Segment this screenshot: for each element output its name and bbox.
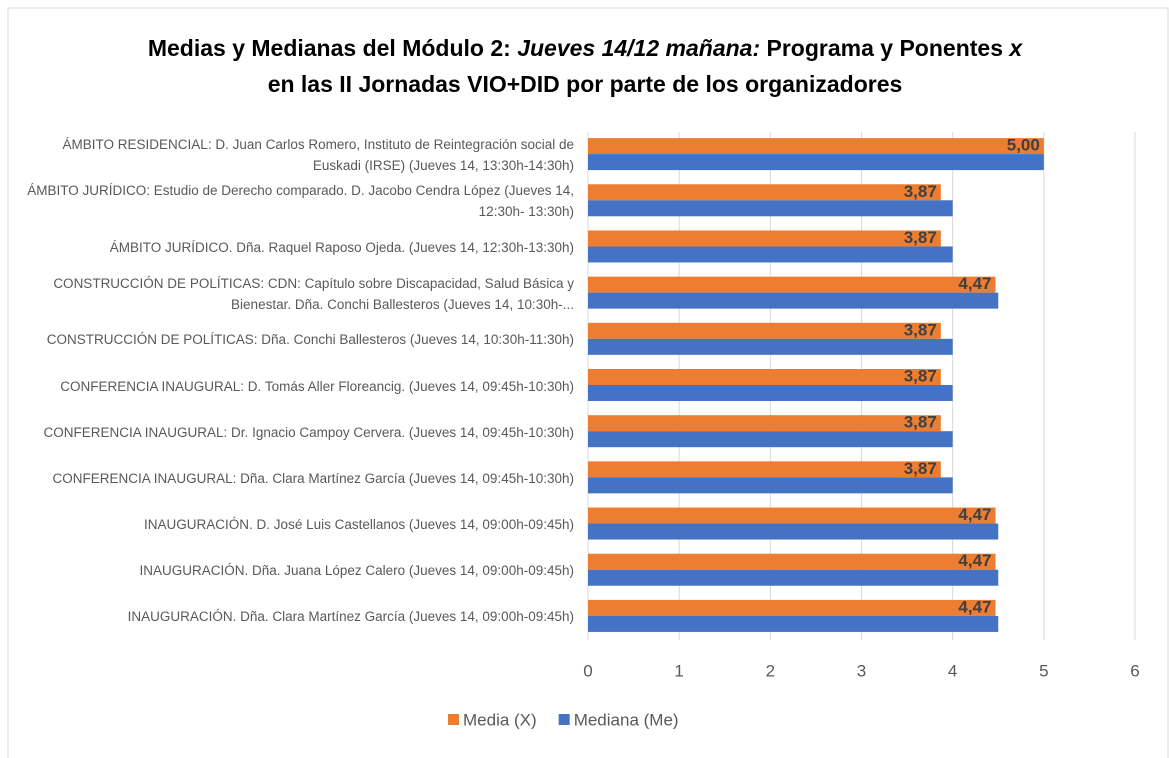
bar [588,599,996,616]
bar [588,322,941,339]
data-label: 3,87 [904,228,937,247]
category-text: INAUGURACIÓN. D. José Luis Castellanos (… [144,517,574,533]
legend-swatch [448,714,459,725]
legend-label: Mediana (Me) [574,710,679,729]
title-part: Medias y Medianas del Módulo 2: [147,35,518,61]
y-tick-label: CONFERENCIA INAUGURAL: D. Tomás Aller Fl… [14,363,574,409]
x-tick-label: 5 [1039,661,1048,680]
x-tick-label: 6 [1130,661,1139,680]
bar [588,138,1044,155]
bar [588,292,999,309]
y-tick-label: INAUGURACIÓN. Dña. Juana López Calero (J… [14,548,574,594]
y-tick-label: CONFERENCIA INAUGURAL: Dr. Ignacio Campo… [14,409,574,455]
y-tick-label: ÁMBITO RESIDENCIAL: D. Juan Carlos Romer… [14,132,574,178]
legend-label: Media (X) [463,710,537,729]
category-text: ÁMBITO JURÍDICO. Dña. Raquel Raposo Ojed… [109,239,574,255]
data-label: 3,87 [904,182,937,201]
title-part: en las II Jornadas VIO+DID por parte de … [267,71,903,97]
bar [588,431,953,448]
y-tick-label: ÁMBITO JURÍDICO: Estudio de Derecho comp… [14,178,574,224]
bar [588,507,996,524]
bar [588,154,1044,171]
bar [588,200,953,217]
category-text: CONFERENCIA INAUGURAL: Dr. Ignacio Campo… [43,424,574,440]
title-part: Jueves 14/12 mañana: [517,35,761,61]
bar [588,230,941,247]
category-text: INAUGURACIÓN. Dña. Juana López Calero (J… [139,563,574,579]
chart-title: Medias y Medianas del Módulo 2: Jueves 1… [135,30,1035,102]
data-label: 3,87 [904,366,937,385]
bar [588,523,999,540]
category-text: INAUGURACIÓN. Dña. Clara Martínez García… [127,609,574,625]
y-tick-label: CONSTRUCCIÓN DE POLÍTICAS: CDN: Capítulo… [14,271,574,317]
y-tick-label: CONFERENCIA INAUGURAL: Dña. Clara Martín… [14,455,574,501]
category-text: CONSTRUCCIÓN DE POLÍTICAS: Dña. Conchi B… [46,332,574,348]
legend-swatch [558,714,570,725]
chart-frame [7,7,1169,758]
data-label: 4,47 [958,505,991,524]
y-tick-label: CONSTRUCCIÓN DE POLÍTICAS: Dña. Conchi B… [14,317,574,363]
bar [588,184,941,201]
bar [588,369,941,385]
category-text: CONFERENCIA INAUGURAL: Dña. Clara Martín… [52,470,574,486]
y-tick-label: ÁMBITO JURÍDICO. Dña. Raquel Raposo Ojed… [14,224,574,270]
y-tick-label: INAUGURACIÓN. D. José Luis Castellanos (… [14,502,574,548]
bar [588,461,941,478]
bar [588,338,953,355]
bar [588,276,996,293]
bar [588,477,953,494]
x-tick-label: 0 [583,661,592,680]
x-tick-label: 4 [948,661,957,680]
category-text: ÁMBITO RESIDENCIAL: D. Juan Carlos Romer… [62,137,574,174]
bar [588,246,953,263]
bar [588,385,953,401]
title-part: Programa y Ponentes [760,35,1010,61]
bar [588,415,941,432]
bar [588,615,999,632]
category-text: ÁMBITO JURÍDICO: Estudio de Derecho comp… [27,183,574,220]
data-label: 3,87 [904,459,937,478]
bar [588,569,999,586]
bar [588,553,996,570]
data-label: 4,47 [958,551,991,570]
title-part: x [1009,35,1023,61]
data-label: 4,47 [958,274,991,293]
data-label: 3,87 [904,413,937,432]
x-tick-label: 1 [674,661,683,680]
x-tick-label: 2 [766,661,775,680]
data-label: 3,87 [904,320,937,339]
data-label: 4,47 [958,597,991,616]
data-label: 5,00 [1007,136,1040,155]
y-tick-label: INAUGURACIÓN. Dña. Clara Martínez García… [14,594,574,640]
category-text: CONSTRUCCIÓN DE POLÍTICAS: CDN: Capítulo… [53,275,574,312]
x-tick-label: 3 [857,661,866,680]
category-text: CONFERENCIA INAUGURAL: D. Tomás Aller Fl… [60,378,574,394]
